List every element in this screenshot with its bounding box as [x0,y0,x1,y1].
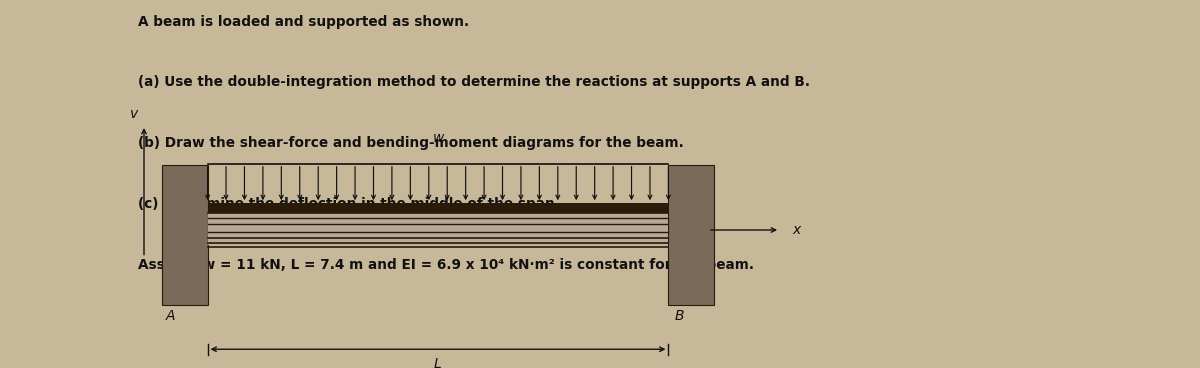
Text: (b) Draw the shear-force and bending-moment diagrams for the beam.: (b) Draw the shear-force and bending-mom… [138,136,684,150]
Bar [208,213,668,245]
Bar [162,165,208,305]
Text: (c) Determine the deflection in the middle of the span.: (c) Determine the deflection in the midd… [138,197,560,211]
Text: L: L [434,357,442,368]
Text: A: A [166,309,175,323]
Bar [208,203,668,213]
Text: v: v [131,107,138,121]
Text: w: w [432,131,444,145]
Text: (a) Use the double-integration method to determine the reactions at supports A a: (a) Use the double-integration method to… [138,75,810,89]
Text: Assume w = 11 kN, L = 7.4 m and EI = 6.9 x 10⁴ kN·m² is constant for the beam.: Assume w = 11 kN, L = 7.4 m and EI = 6.9… [138,258,754,272]
Bar [668,165,714,305]
Text: A beam is loaded and supported as shown.: A beam is loaded and supported as shown. [138,15,469,29]
Text: x: x [792,223,800,237]
Text: B: B [674,309,684,323]
